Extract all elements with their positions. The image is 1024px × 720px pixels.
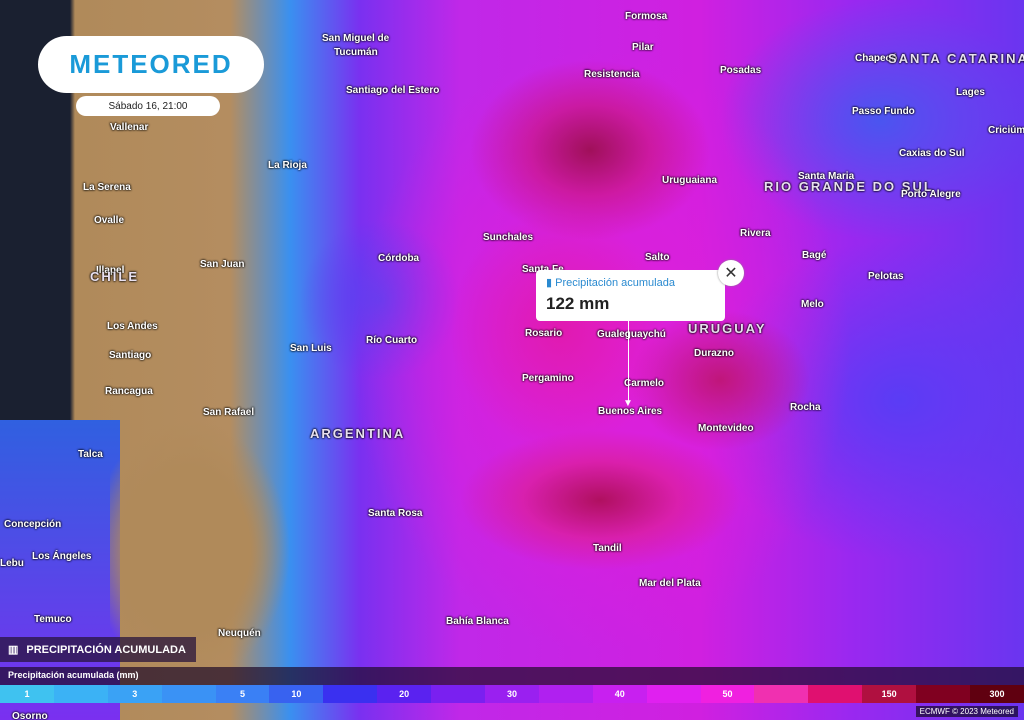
place-label: Santa Maria — [798, 171, 855, 182]
legend-segment — [646, 685, 701, 703]
place-label: URUGUAY — [688, 321, 767, 336]
place-label: RIO GRANDE DO SUL — [764, 179, 934, 194]
place-label: ARGENTINA — [310, 426, 406, 441]
legend-segment: 50 — [700, 685, 755, 703]
place-label: Pergamino — [522, 373, 574, 384]
place-label: Rivera — [740, 228, 771, 239]
place-label: Porto Alegre — [901, 189, 961, 200]
place-label: Los Andes — [107, 321, 158, 332]
place-label: San Luis — [290, 343, 332, 354]
popup-value: 122 mm — [546, 294, 610, 313]
location-pin-icon: ▼ — [623, 398, 633, 409]
place-label: Posadas — [720, 65, 762, 76]
place-label: Criciúm — [988, 125, 1024, 136]
forecast-date: Sábado 16, 21:00 — [76, 96, 220, 116]
legend-segment: 300 — [970, 685, 1024, 703]
legend-segment: 1 — [0, 685, 54, 703]
popup-title: Precipitación acumulada — [555, 277, 675, 289]
place-label: SANTA CATARINA — [888, 51, 1024, 66]
place-label: CHILE — [90, 269, 139, 284]
place-label: Salto — [645, 252, 670, 263]
place-label: La Rioja — [268, 160, 307, 171]
place-label: Rocha — [790, 402, 821, 413]
place-label: Pilar — [632, 42, 654, 53]
place-label: Santa Rosa — [368, 508, 423, 519]
place-label: Pelotas — [868, 271, 904, 282]
place-label: La Serena — [83, 182, 131, 193]
place-label: Caxias do Sul — [899, 148, 965, 159]
place-label: Durazno — [694, 348, 734, 359]
place-label: Concepción — [4, 519, 62, 530]
place-label: Resistencia — [584, 69, 640, 80]
place-label: Sunchales — [483, 232, 534, 243]
layer-label: PRECIPITACIÓN ACUMULADA — [26, 643, 186, 656]
legend-segment — [431, 685, 486, 703]
legend-segment — [538, 685, 593, 703]
value-popup: ▮ Precipitación acumulada 122 mm — [536, 270, 725, 321]
rain-gauge-icon: ▥ — [8, 644, 19, 656]
place-label: Uruguaiana — [662, 175, 718, 186]
popup-pointer-line — [628, 321, 629, 401]
place-label: Vallenar — [110, 122, 149, 133]
place-label: Bahía Blanca — [446, 616, 509, 627]
legend-segment — [808, 685, 863, 703]
place-label: Bagé — [802, 250, 827, 261]
place-label: Gualeguaychú — [597, 329, 666, 340]
legend-segment — [323, 685, 378, 703]
legend-segment: 10 — [269, 685, 324, 703]
place-label: Lages — [956, 87, 985, 98]
credit: ECMWF © 2023 Meteored — [915, 706, 1018, 717]
place-label: Talca — [78, 449, 103, 460]
place-label: San Miguel de — [322, 33, 390, 44]
legend-segment — [161, 685, 216, 703]
place-label: Río Cuarto — [366, 335, 418, 346]
place-label: Rancagua — [105, 386, 153, 397]
place-label: Neuquén — [218, 628, 261, 639]
legend-segment: 3 — [107, 685, 162, 703]
place-label: Temuco — [34, 614, 72, 625]
place-label: Ovalle — [94, 215, 125, 226]
place-label: Osorno — [12, 711, 48, 720]
land-area — [110, 420, 300, 660]
legend-scale: 1 3 5 10 20 30 40 50 150 300 — [0, 685, 1024, 703]
meteored-logo[interactable]: METEORED — [38, 36, 264, 93]
legend-segment: 5 — [215, 685, 270, 703]
place-label: Melo — [801, 299, 824, 310]
legend-segment: 20 — [377, 685, 432, 703]
place-label: Santa Fe — [522, 264, 564, 275]
legend-segment: 40 — [592, 685, 647, 703]
rain-gauge-icon: ▮ — [546, 277, 556, 289]
layer-selector[interactable]: ▥ PRECIPITACIÓN ACUMULADA — [0, 637, 196, 662]
legend-segment: 150 — [862, 685, 917, 703]
place-label: Los Ángeles — [32, 551, 92, 562]
legend-segment — [754, 685, 809, 703]
place-label: Santiago — [109, 350, 152, 361]
place-label: Illapel — [96, 265, 125, 276]
legend-segment — [916, 685, 971, 703]
place-label: Santiago del Estero — [346, 85, 440, 96]
legend-title: Precipitación acumulada (mm) — [0, 667, 1024, 685]
place-label: Tandil — [593, 543, 622, 554]
place-label: San Rafael — [203, 407, 255, 418]
place-label: Tucumán — [334, 47, 378, 58]
place-label: Montevideo — [698, 423, 754, 434]
place-label: Córdoba — [378, 253, 420, 264]
place-label: Buenos Aires — [598, 406, 663, 417]
place-label: Formosa — [625, 11, 668, 22]
place-label: San Juan — [200, 259, 245, 270]
place-label: Mar del Plata — [639, 578, 701, 589]
place-label: Passo Fundo — [852, 106, 915, 117]
close-popup-button[interactable]: ✕ — [718, 260, 744, 286]
legend-segment: 30 — [485, 685, 539, 703]
place-label: Carmelo — [624, 378, 665, 389]
place-label: Rosario — [525, 328, 563, 339]
place-label: Chapecó — [855, 53, 898, 64]
place-label: Lebu — [0, 558, 24, 569]
legend-segment — [53, 685, 108, 703]
